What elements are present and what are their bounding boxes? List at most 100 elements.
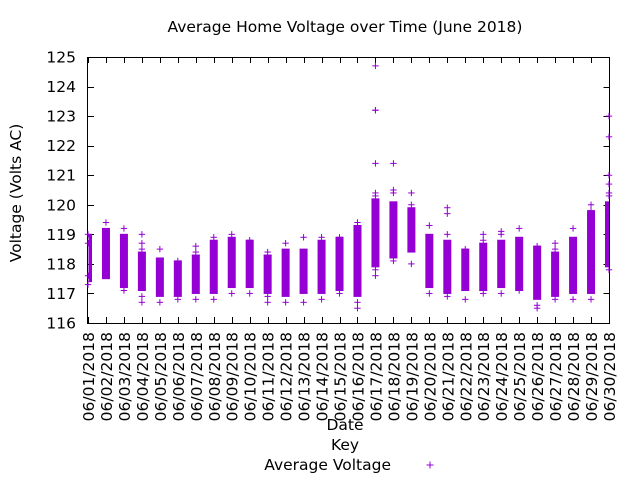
legend-marker	[426, 461, 434, 469]
y-tick-label: 123	[46, 108, 76, 126]
outlier-point	[605, 192, 613, 200]
box-caps	[605, 201, 609, 268]
x-tick-label: 06/27/2018	[547, 332, 565, 421]
x-tick-label: 06/14/2018	[314, 332, 332, 421]
x-tick-label: 06/07/2018	[188, 332, 206, 421]
x-tick-label: 06/01/2018	[80, 332, 98, 421]
outlier-point	[192, 296, 199, 303]
plot-frame	[87, 57, 610, 324]
outlier-point	[372, 107, 379, 114]
outlier-point	[264, 299, 271, 306]
outlier-point	[84, 240, 92, 247]
box	[101, 228, 110, 279]
y-tick-label: 121	[46, 167, 76, 185]
outlier-point	[480, 237, 487, 244]
outlier-point	[444, 210, 451, 217]
x-tick-label: 06/09/2018	[224, 332, 242, 421]
x-tick-label: 06/28/2018	[565, 332, 583, 421]
outlier-point	[408, 260, 415, 268]
outlier-point	[587, 201, 595, 208]
outlier-point	[192, 248, 199, 256]
x-tick-label: 06/13/2018	[296, 332, 314, 421]
outlier-point	[336, 290, 343, 297]
x-tick-label: 06/19/2018	[403, 332, 421, 421]
box	[88, 234, 92, 282]
outlier-point	[372, 266, 379, 273]
outlier-point	[587, 207, 595, 214]
box	[407, 207, 416, 253]
outlier-point	[480, 290, 487, 297]
outlier-point	[587, 296, 595, 303]
outlier-point	[444, 231, 451, 238]
outlier-point	[318, 234, 325, 241]
outlier-point	[120, 287, 128, 294]
y-tick-label: 119	[46, 226, 76, 244]
outlier-point	[156, 299, 164, 306]
outlier-point	[84, 281, 92, 288]
x-tick-label: 06/20/2018	[421, 332, 439, 421]
outlier-point	[515, 287, 523, 294]
outlier-point	[426, 222, 433, 229]
outlier-point	[515, 225, 523, 232]
x-tick-label: 06/04/2018	[134, 332, 152, 421]
outlier-point	[138, 299, 146, 306]
x-tick-label: 06/23/2018	[475, 332, 493, 421]
outlier-point	[138, 231, 146, 238]
chart-title: Average Home Voltage over Time (June 201…	[168, 18, 523, 36]
outlier-point	[138, 240, 146, 247]
outlier-point	[84, 272, 92, 279]
outlier-point	[156, 245, 164, 253]
outlier-point	[569, 237, 577, 244]
outlier-point	[605, 180, 613, 188]
outlier-point	[354, 219, 361, 226]
box-caps	[299, 248, 308, 294]
outlier-point	[282, 299, 289, 306]
box	[209, 240, 218, 294]
x-tick-label: 06/26/2018	[529, 332, 547, 421]
box	[281, 249, 290, 297]
outlier-point	[605, 112, 613, 120]
x-tick-label: 06/16/2018	[349, 332, 367, 421]
box-caps	[155, 257, 164, 297]
box	[425, 234, 434, 288]
outlier-point	[300, 234, 307, 241]
box	[227, 237, 236, 288]
x-tick-label: 06/02/2018	[98, 332, 116, 421]
x-tick-label: 06/06/2018	[170, 332, 188, 421]
outlier-point	[605, 266, 613, 273]
y-axis: 116 117 118 119 120 121 122 123 124 125	[46, 49, 610, 333]
x-tick-label: 06/15/2018	[332, 332, 350, 421]
box	[569, 237, 578, 294]
x-tick-label: 06/21/2018	[439, 332, 457, 421]
x-tick-label: 06/17/2018	[367, 332, 385, 421]
outlier-point	[174, 296, 182, 303]
y-tick-label: 124	[46, 78, 76, 96]
box	[245, 240, 254, 288]
x-tick-label: 06/24/2018	[493, 332, 511, 421]
box	[335, 237, 344, 291]
y-axis-label: Voltage (Volts AC)	[7, 124, 25, 263]
outlier-point	[102, 219, 110, 226]
box	[479, 243, 488, 291]
x-tick-label: 06/12/2018	[278, 332, 296, 421]
outlier-point	[336, 234, 343, 241]
outlier-point	[605, 133, 613, 140]
x-axis-label: Date	[326, 416, 363, 434]
box	[317, 240, 326, 294]
y-tick-label: 118	[46, 255, 76, 273]
outlier-point	[138, 293, 146, 300]
outlier-point	[462, 296, 469, 303]
outlier-point	[533, 305, 541, 312]
outlier-point	[605, 172, 613, 179]
box	[587, 210, 596, 294]
plot-border	[87, 57, 610, 324]
box	[263, 255, 272, 294]
x-tick-label: 06/11/2018	[260, 332, 278, 421]
box	[389, 201, 398, 258]
x-tick-label: 06/30/2018	[601, 332, 619, 421]
x-tick-label: 06/08/2018	[206, 332, 224, 421]
box	[551, 252, 560, 297]
box-caps	[425, 233, 434, 289]
x-tick-label: 06/03/2018	[116, 332, 134, 421]
outlier-point	[210, 296, 217, 303]
